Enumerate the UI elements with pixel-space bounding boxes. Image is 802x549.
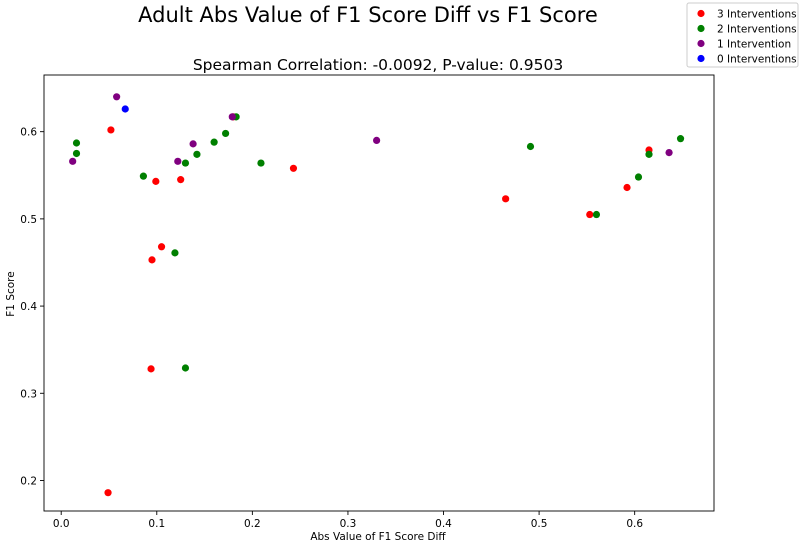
legend-label-2-interventions: 2 Interventions bbox=[717, 24, 797, 36]
legend-label-0-interventions: 0 Interventions bbox=[717, 54, 797, 66]
y-tick-label: 0.6 bbox=[20, 127, 37, 139]
x-tick-label: 0.1 bbox=[148, 518, 165, 530]
x-tick-label: 0.4 bbox=[435, 518, 452, 530]
legend-marker-3-interventions bbox=[697, 9, 705, 18]
legend-marker-0-interventions bbox=[697, 54, 705, 63]
x-axis-label: Abs Value of F1 Score Diff bbox=[310, 531, 446, 543]
legend: 3 Interventions 2 Interventions 1 Interv… bbox=[686, 2, 799, 68]
chart-title: Spearman Correlation: -0.0092, P-value: … bbox=[193, 56, 563, 74]
legend-label-1-intervention: 1 Intervention bbox=[717, 39, 791, 51]
point-2-interventions bbox=[210, 138, 218, 146]
point-2-interventions bbox=[634, 173, 643, 181]
y-tick-label: 0.5 bbox=[20, 214, 37, 226]
data-points bbox=[69, 93, 685, 497]
y-tick-label: 0.4 bbox=[20, 301, 37, 313]
point-1-intervention bbox=[69, 157, 77, 165]
point-3-interventions bbox=[177, 176, 185, 184]
y-axis: 0.2 0.3 0.4 0.5 0.6 bbox=[20, 127, 44, 487]
point-3-interventions bbox=[107, 126, 115, 134]
point-2-interventions bbox=[645, 150, 653, 158]
point-1-intervention bbox=[113, 93, 121, 101]
point-2-interventions bbox=[72, 139, 81, 147]
x-tick-label: 0.3 bbox=[340, 518, 357, 530]
point-0-interventions bbox=[121, 105, 129, 113]
y-axis-label: F1 Score bbox=[5, 271, 17, 316]
x-tick-label: 0.5 bbox=[531, 518, 548, 530]
point-2-interventions bbox=[171, 249, 179, 257]
y-tick-label: 0.2 bbox=[20, 475, 37, 487]
point-1-intervention bbox=[373, 136, 381, 144]
point-3-interventions bbox=[148, 256, 156, 264]
point-1-intervention bbox=[189, 140, 197, 148]
point-2-interventions bbox=[181, 364, 190, 372]
chart-suptitle: Adult Abs Value of F1 Score Diff vs F1 S… bbox=[138, 3, 598, 27]
x-tick-label: 0.2 bbox=[244, 518, 261, 530]
y-tick-label: 0.3 bbox=[20, 388, 37, 400]
point-2-interventions bbox=[221, 129, 230, 138]
point-2-interventions bbox=[181, 159, 190, 167]
point-3-interventions bbox=[147, 365, 155, 373]
point-1-intervention bbox=[665, 149, 673, 157]
point-3-interventions bbox=[104, 489, 112, 497]
plot-area bbox=[43, 74, 715, 512]
point-3-interventions bbox=[289, 164, 298, 172]
x-axis: 0.0 0.1 0.2 0.3 0.4 0.5 0.6 bbox=[53, 511, 643, 530]
legend-frame bbox=[686, 2, 799, 68]
point-3-interventions bbox=[623, 183, 631, 192]
plot-frame bbox=[43, 74, 715, 512]
legend-marker-1-intervention bbox=[697, 39, 705, 48]
point-2-interventions bbox=[139, 172, 148, 180]
point-1-intervention bbox=[228, 113, 236, 121]
x-tick-label: 0.0 bbox=[53, 518, 70, 530]
point-3-interventions bbox=[152, 177, 160, 185]
point-1-intervention bbox=[174, 157, 182, 165]
point-3-interventions bbox=[586, 210, 594, 219]
x-tick-label: 0.6 bbox=[626, 518, 643, 530]
point-2-interventions bbox=[676, 135, 685, 143]
point-2-interventions bbox=[592, 210, 601, 219]
point-3-interventions bbox=[157, 243, 166, 251]
point-2-interventions bbox=[526, 142, 535, 151]
point-3-interventions bbox=[502, 195, 510, 203]
point-2-interventions bbox=[257, 159, 265, 167]
legend-label-3-interventions: 3 Interventions bbox=[717, 9, 797, 21]
point-2-interventions bbox=[193, 150, 201, 158]
point-2-interventions bbox=[72, 149, 81, 158]
legend-marker-2-interventions bbox=[697, 24, 705, 33]
